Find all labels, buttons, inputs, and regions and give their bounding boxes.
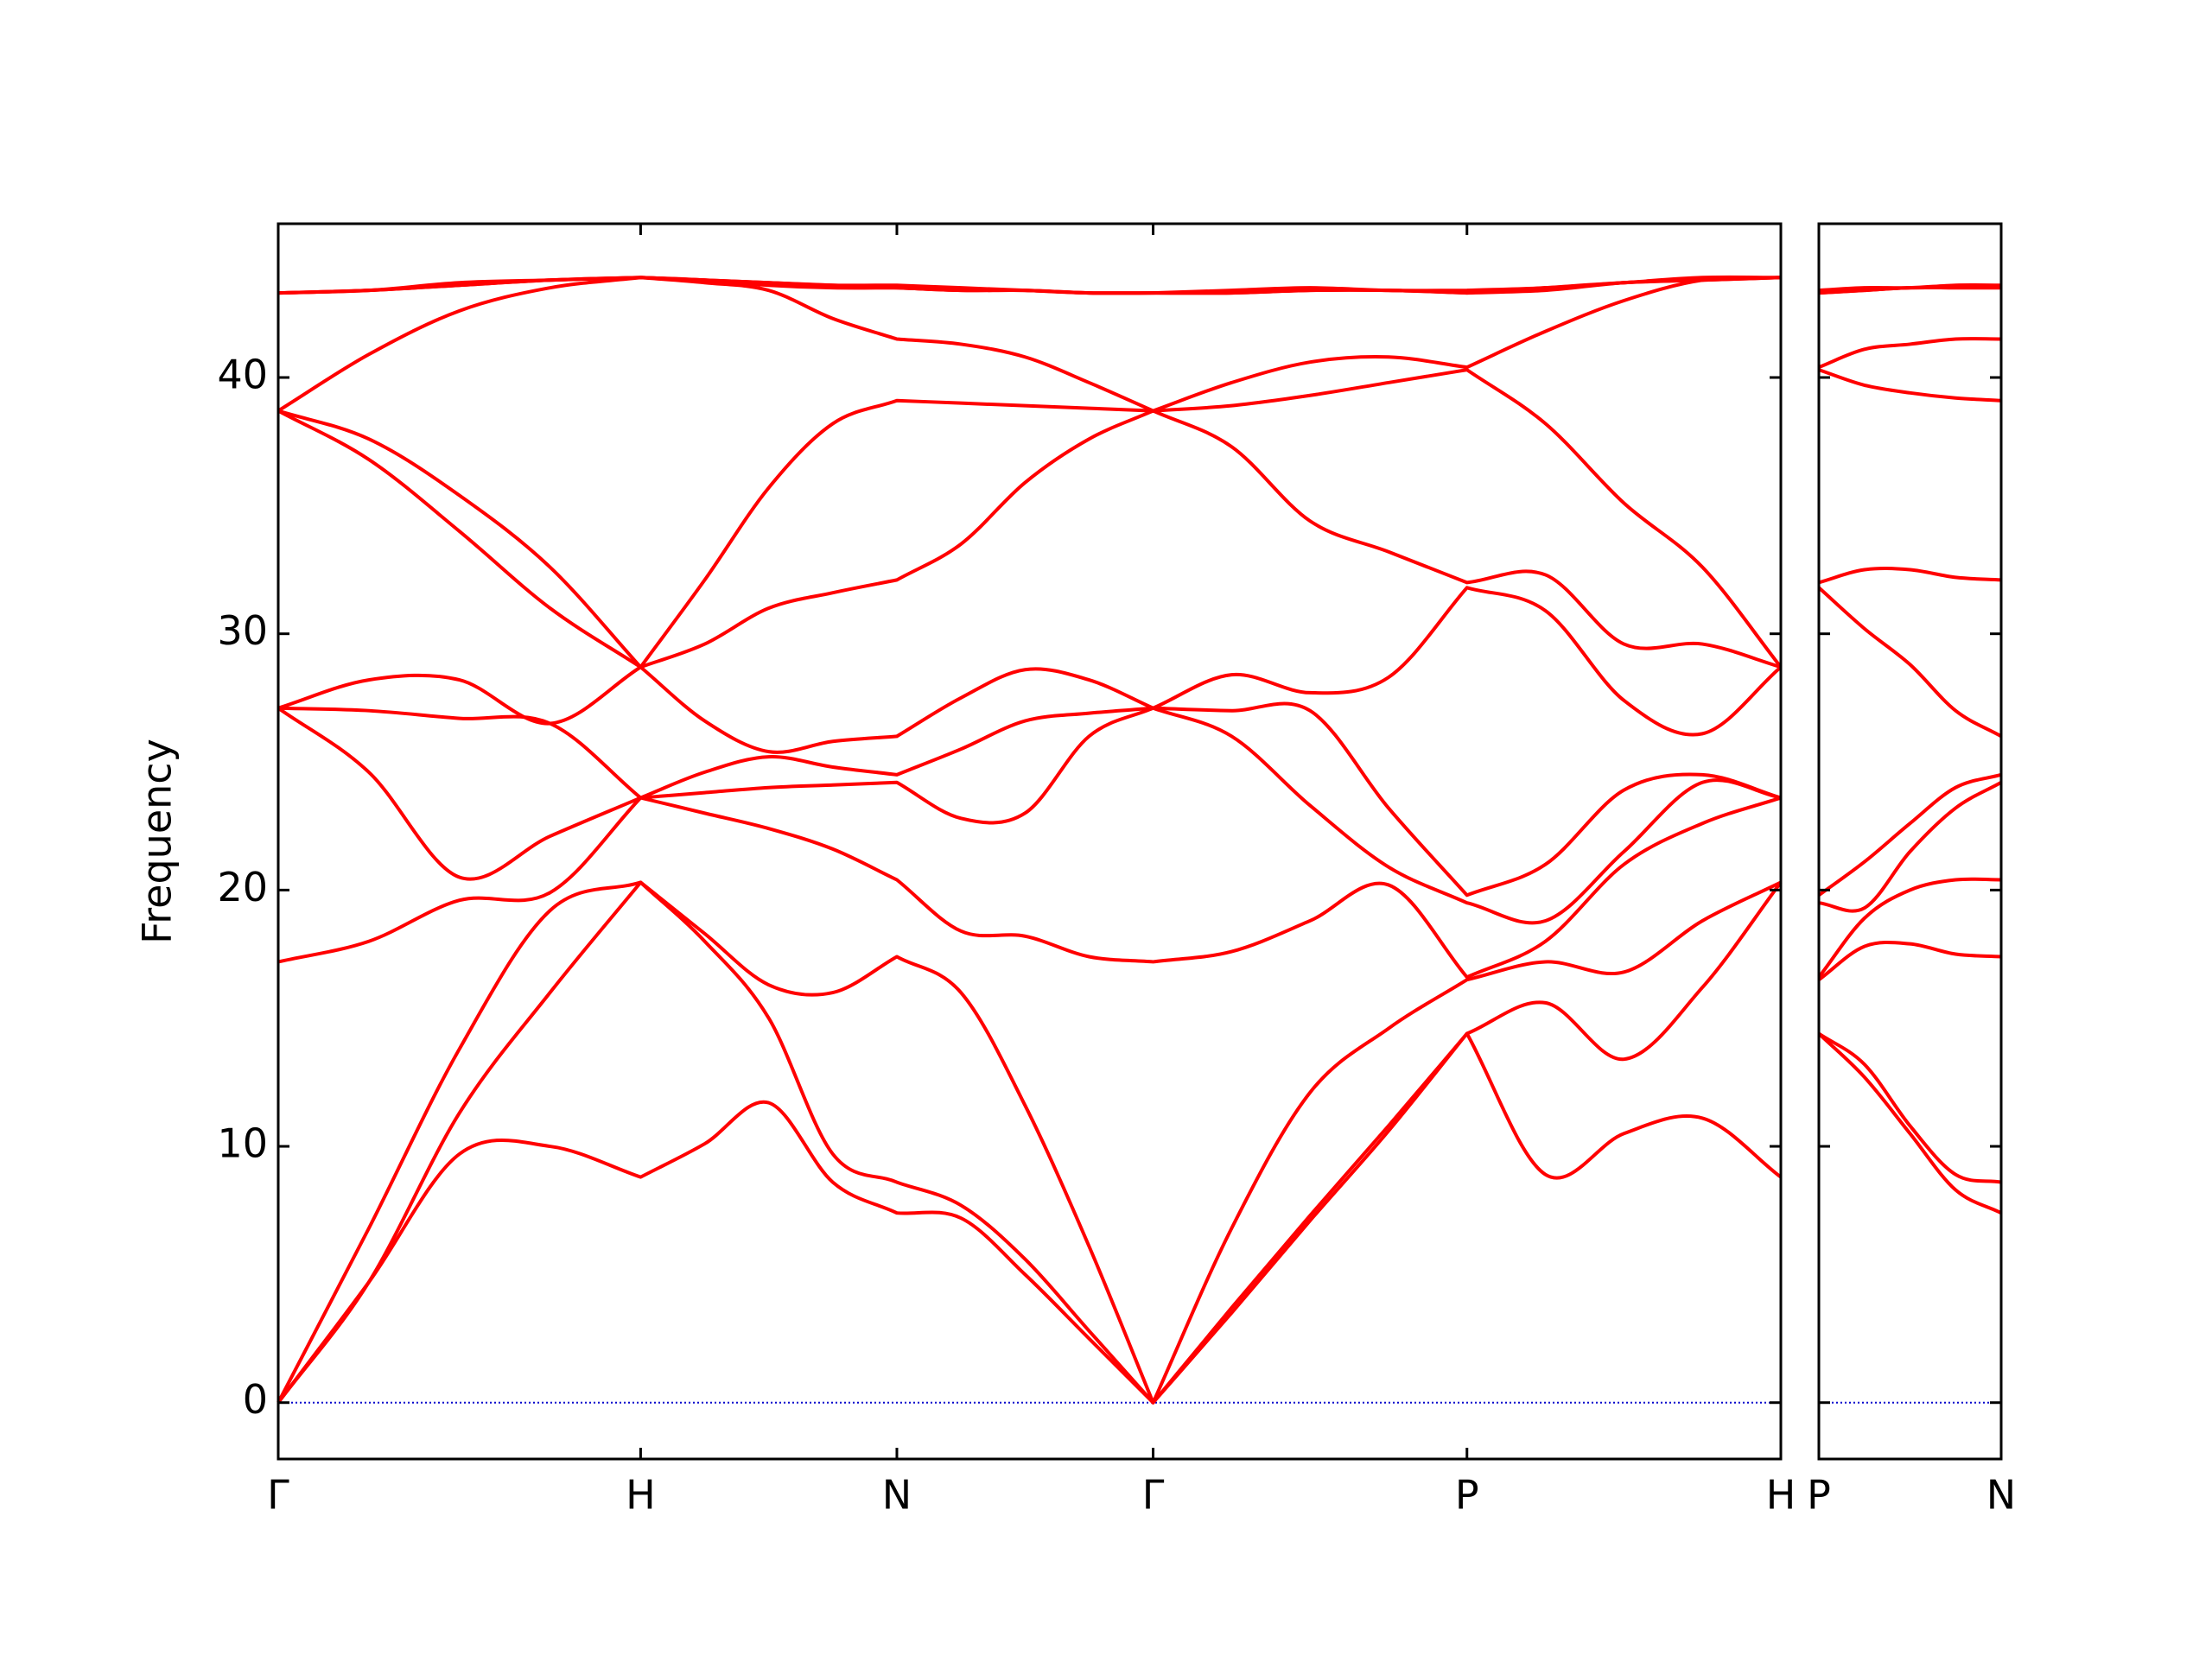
band-line	[1817, 1031, 2002, 1184]
band-line	[277, 701, 1782, 898]
band-line	[276, 1031, 1783, 1405]
x-tick-label: Γ	[1142, 1472, 1165, 1519]
y-tick-label: 0	[243, 1376, 268, 1423]
band-line	[277, 275, 1782, 295]
x-tick-label: P	[1455, 1472, 1479, 1519]
band-line	[276, 880, 1782, 1405]
band-line	[276, 276, 1782, 413]
band-line	[277, 409, 1782, 669]
plot-frame	[276, 222, 1783, 1461]
band-line	[1818, 282, 2002, 293]
band-line	[1818, 368, 2002, 403]
band-line	[1817, 772, 2002, 897]
band-line	[277, 586, 1783, 754]
x-tick-label: P	[1807, 1472, 1831, 1519]
x-tick-label: Γ	[267, 1472, 289, 1519]
x-tick-label: N	[882, 1472, 912, 1519]
y-tick-label: 40	[217, 352, 268, 398]
band-line	[1818, 567, 2002, 585]
band-line	[277, 368, 1783, 669]
band-line	[277, 796, 1782, 980]
y-tick-label: 30	[217, 607, 268, 654]
band-line	[276, 880, 1783, 1405]
band-line	[1818, 781, 2002, 913]
band-line	[276, 706, 1782, 925]
y-axis-label: Frequency	[134, 739, 181, 944]
plot-frame	[1817, 222, 2003, 1461]
band-line	[1817, 941, 2002, 981]
x-tick-label: H	[626, 1472, 656, 1519]
band-line	[1817, 877, 2002, 979]
x-tick-label: H	[1766, 1472, 1796, 1519]
y-tick-label: 10	[217, 1120, 268, 1167]
x-tick-label: N	[1986, 1472, 2016, 1519]
band-line	[1817, 1032, 2002, 1215]
band-line	[1818, 337, 2002, 370]
band-line	[1817, 586, 2002, 739]
y-tick-label: 20	[217, 864, 268, 910]
